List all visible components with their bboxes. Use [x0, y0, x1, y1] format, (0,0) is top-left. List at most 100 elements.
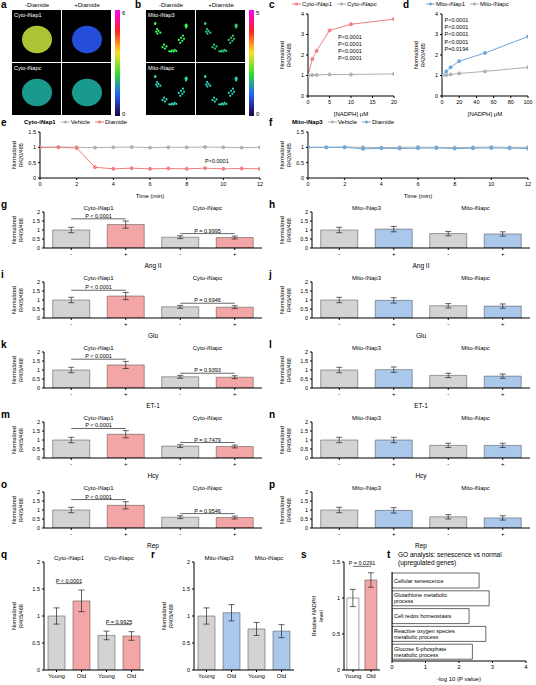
svg-text:0: 0	[33, 175, 36, 181]
svg-text:Mito-iNap3: Mito-iNap3	[352, 415, 382, 421]
svg-text:NormalizedR420/485: NormalizedR420/485	[279, 141, 292, 169]
svg-text:0: 0	[37, 385, 40, 391]
svg-text:1: 1	[435, 72, 438, 78]
svg-text:Cyto-iNap1: Cyto-iNap1	[83, 205, 114, 211]
svg-text:P < 0.0001: P < 0.0001	[85, 494, 112, 500]
svg-text:-: -	[70, 461, 72, 467]
svg-text:Rep: Rep	[147, 542, 159, 550]
svg-text:Cyto-iNapc: Cyto-iNapc	[14, 65, 41, 71]
svg-text:-: -	[338, 461, 340, 467]
svg-text:Mito-iNapc: Mito-iNapc	[461, 345, 490, 351]
svg-text:2: 2	[305, 489, 308, 495]
svg-text:0: 0	[305, 455, 308, 461]
svg-text:3: 3	[435, 31, 438, 37]
svg-text:Relative NADPHlevel: Relative NADPHlevel	[311, 596, 324, 637]
svg-text:1.5: 1.5	[296, 129, 304, 135]
svg-text:4: 4	[301, 11, 304, 17]
svg-text:NormalizedR405/488: NormalizedR405/488	[279, 216, 292, 244]
svg-text:6: 6	[416, 181, 419, 187]
svg-text:10: 10	[488, 181, 494, 187]
svg-text:+: +	[501, 461, 505, 467]
svg-text:NormalizedR405/488: NormalizedR405/488	[11, 496, 24, 524]
svg-text:-: -	[447, 251, 449, 257]
svg-text:+Diamide: +Diamide	[208, 2, 234, 8]
svg-text:1: 1	[33, 144, 36, 150]
svg-text:20: 20	[391, 99, 397, 105]
svg-text:P<0.0001: P<0.0001	[445, 31, 469, 37]
svg-text:P = 0.9995: P = 0.9995	[194, 228, 221, 234]
svg-text:-Diamide: -Diamide	[25, 2, 50, 8]
svg-text:Hcy: Hcy	[415, 472, 427, 480]
svg-text:-: -	[179, 531, 181, 537]
svg-text:3: 3	[301, 31, 304, 37]
svg-text:NormalizedR420/485: NormalizedR420/485	[279, 41, 292, 69]
svg-text:2: 2	[305, 349, 308, 355]
svg-text:Cyto-iNapc: Cyto-iNapc	[193, 275, 223, 281]
svg-text:+Diamide: +Diamide	[74, 2, 100, 8]
svg-text:P < 0.0001: P < 0.0001	[85, 422, 112, 428]
svg-text:Young: Young	[248, 673, 265, 679]
svg-text:NormalizedR405/488: NormalizedR405/488	[279, 286, 292, 314]
svg-text:Glu: Glu	[148, 332, 159, 339]
svg-text:Cyto-iNapc: Cyto-iNapc	[193, 415, 223, 421]
svg-text:0.5: 0.5	[182, 640, 190, 646]
svg-text:+: +	[392, 391, 396, 397]
svg-text:0: 0	[305, 385, 308, 391]
svg-text:0: 0	[306, 181, 309, 187]
svg-text:[NADPH] μM: [NADPH] μM	[468, 111, 502, 117]
svg-text:1: 1	[37, 613, 40, 619]
svg-text:0: 0	[301, 93, 304, 99]
svg-text:NormalizedR405/488: NormalizedR405/488	[11, 216, 24, 244]
svg-text:0: 0	[37, 525, 40, 531]
svg-text:P<0.0001: P<0.0001	[338, 55, 362, 61]
svg-text:0: 0	[38, 181, 41, 187]
svg-text:-: -	[70, 251, 72, 257]
svg-text:8: 8	[453, 181, 456, 187]
svg-text:0: 0	[305, 315, 308, 321]
svg-text:Cyto-iNap1: Cyto-iNap1	[54, 555, 85, 561]
svg-text:1: 1	[37, 437, 40, 443]
svg-text:NormalizedR405/488: NormalizedR405/488	[279, 496, 292, 524]
svg-text:+: +	[233, 391, 237, 397]
svg-text:Old: Old	[227, 673, 236, 679]
svg-text:Young: Young	[48, 673, 65, 679]
svg-text:P = 0.0291: P = 0.0291	[349, 560, 376, 566]
svg-text:1: 1	[305, 227, 308, 233]
svg-text:Cellular senescence: Cellular senescence	[394, 578, 444, 584]
svg-text:Mito-iNap3: Mito-iNap3	[204, 555, 234, 561]
svg-text:1.5: 1.5	[32, 218, 40, 224]
svg-text:Mito-iNapc: Mito-iNapc	[255, 555, 284, 561]
svg-text:Cyto-iNap1: Cyto-iNap1	[83, 485, 114, 491]
svg-text:10: 10	[220, 181, 226, 187]
svg-text:Cyto-iNapc: Cyto-iNapc	[193, 205, 223, 211]
svg-text:Cyto-iNap1: Cyto-iNap1	[14, 12, 42, 18]
svg-text:+: +	[124, 461, 128, 467]
svg-text:100: 100	[523, 99, 532, 105]
svg-text:-: -	[447, 321, 449, 327]
svg-text:0: 0	[37, 667, 40, 673]
svg-text:+: +	[392, 531, 396, 537]
svg-text:0: 0	[187, 667, 190, 673]
svg-text:Mito-iNap3: Mito-iNap3	[352, 205, 382, 211]
svg-text:P < 0.0001: P < 0.0001	[56, 578, 83, 584]
svg-text:0.5: 0.5	[32, 236, 40, 242]
svg-text:0: 0	[37, 455, 40, 461]
svg-text:-: -	[70, 391, 72, 397]
svg-text:0.5: 0.5	[32, 446, 40, 452]
svg-text:0.5: 0.5	[300, 236, 308, 242]
svg-text:12: 12	[525, 181, 531, 187]
svg-text:+: +	[233, 321, 237, 327]
svg-text:0: 0	[301, 175, 304, 181]
svg-text:-: -	[179, 251, 181, 257]
svg-text:Glu: Glu	[416, 332, 427, 339]
svg-text:Young: Young	[98, 673, 115, 679]
svg-text:Young: Young	[345, 673, 362, 679]
svg-text:2: 2	[187, 559, 190, 565]
svg-text:1: 1	[301, 72, 304, 78]
svg-text:+: +	[124, 251, 128, 257]
svg-text:2: 2	[37, 349, 40, 355]
svg-text:1: 1	[37, 367, 40, 373]
svg-text:-Diamide: -Diamide	[159, 2, 184, 8]
svg-text:Reactive oxygen speciesmetabol: Reactive oxygen speciesmetabolic process	[394, 628, 455, 640]
svg-text:0: 0	[305, 245, 308, 251]
